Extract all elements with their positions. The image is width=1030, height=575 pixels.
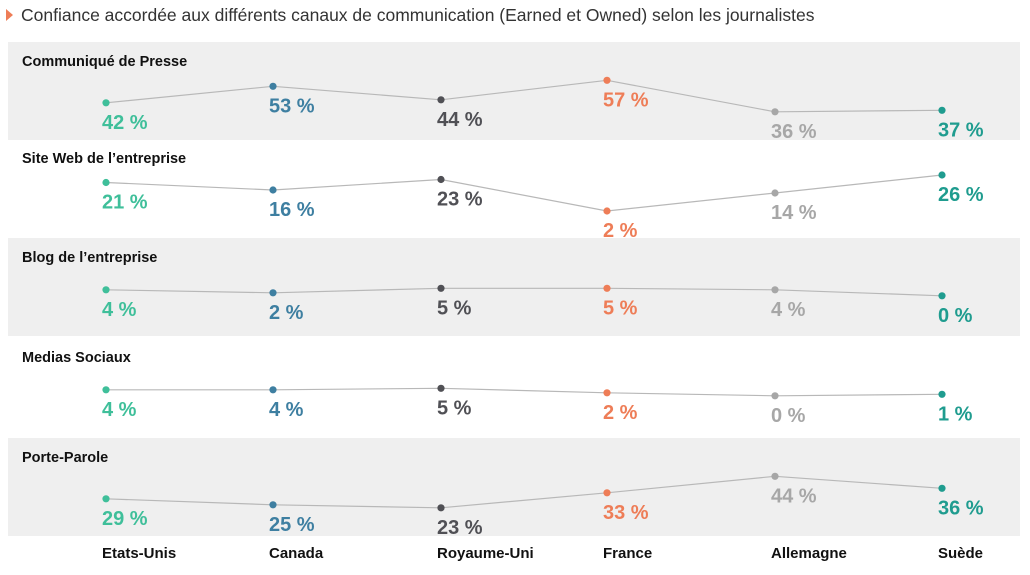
data-label: 23 % <box>437 189 483 211</box>
data-label: 1 % <box>938 403 973 425</box>
channel-row: Site Web de l’entreprise 21 % 16 % 23 % 2 % 1… <box>22 151 984 242</box>
series-line <box>105 174 943 212</box>
data-point <box>603 76 611 84</box>
data-point <box>269 186 277 194</box>
data-point <box>437 175 445 184</box>
data-label: 4 % <box>102 399 137 421</box>
data-label: 4 % <box>771 299 806 321</box>
data-label: 26 % <box>938 184 984 206</box>
row-label: Porte-Parole <box>22 450 108 466</box>
x-tick-label: Suède <box>938 545 983 562</box>
data-label: 2 % <box>269 302 304 324</box>
data-point <box>437 504 445 512</box>
data-point <box>771 472 779 480</box>
data-label: 29 % <box>102 508 148 530</box>
x-tick-label: Canada <box>269 545 324 562</box>
data-point <box>603 207 611 215</box>
data-label: 36 % <box>771 121 817 143</box>
data-label: 0 % <box>938 305 973 327</box>
data-point <box>102 178 110 187</box>
x-tick-label: Allemagne <box>771 545 847 562</box>
data-label: 37 % <box>938 119 984 141</box>
x-tick-label: Royaume-Uni <box>437 545 534 562</box>
data-label: 4 % <box>102 299 137 321</box>
chart-title: Confiance accordée aux différents canaux… <box>21 4 815 25</box>
data-point <box>603 284 611 292</box>
x-tick-label: Etats-Unis <box>102 545 176 562</box>
data-point <box>102 386 110 394</box>
data-point <box>269 501 277 509</box>
data-label: 57 % <box>603 89 649 111</box>
data-label: 21 % <box>102 192 148 214</box>
data-point <box>771 286 779 294</box>
chart-title-wrap: Confiance accordée aux différents canaux… <box>6 2 814 28</box>
data-label: 42 % <box>102 112 148 134</box>
data-point <box>269 82 277 90</box>
data-label: 2 % <box>603 402 638 424</box>
series-line <box>105 287 943 297</box>
data-label: 44 % <box>437 109 483 131</box>
row-label: Communiqué de Presse <box>22 54 187 70</box>
row-label: Blog de l’entreprise <box>22 250 157 266</box>
data-label: 14 % <box>771 202 817 224</box>
series-line <box>105 475 943 509</box>
data-point <box>938 390 946 398</box>
data-label: 53 % <box>269 95 315 117</box>
data-point <box>938 484 946 492</box>
data-label: 5 % <box>603 297 638 319</box>
data-point <box>102 99 110 107</box>
channel-row: Blog de l’entreprise 4 % 2 % 5 % 5 % 4 % 0 % <box>8 238 1020 336</box>
data-point <box>603 389 611 397</box>
data-point <box>771 189 779 197</box>
channel-row: Porte-Parole 29 % 25 % 23 % 33 % 44 % 36 % <box>8 438 1020 539</box>
data-point <box>102 286 110 294</box>
row-band <box>8 438 1020 536</box>
data-point <box>771 392 779 400</box>
data-label: 5 % <box>437 397 472 419</box>
data-point <box>437 384 445 392</box>
data-label: 2 % <box>603 220 638 242</box>
data-point <box>269 289 277 297</box>
data-label: 4 % <box>269 399 304 421</box>
row-label: Medias Sociaux <box>22 350 131 366</box>
data-label: 16 % <box>269 199 315 221</box>
data-point <box>102 495 110 503</box>
data-label: 33 % <box>603 502 649 524</box>
data-point <box>603 489 611 497</box>
series-line <box>106 387 943 397</box>
data-label: 0 % <box>771 405 806 427</box>
data-label: 25 % <box>269 514 315 536</box>
data-label: 36 % <box>938 497 984 519</box>
data-point <box>938 106 946 114</box>
data-label: 23 % <box>437 517 483 539</box>
row-band <box>8 238 1020 336</box>
data-point <box>269 386 277 394</box>
data-label: 5 % <box>437 297 472 319</box>
data-point <box>437 284 445 292</box>
data-point <box>437 96 445 104</box>
data-label: 44 % <box>771 485 817 507</box>
row-label: Site Web de l’entreprise <box>22 151 186 167</box>
data-point <box>938 171 946 179</box>
data-point <box>771 108 779 116</box>
series-line <box>105 79 943 113</box>
title-triangle-icon <box>6 9 13 21</box>
channel-row: Medias Sociaux 4 % 4 % 5 % 2 % 0 % 1 % <box>22 350 973 427</box>
x-tick-label: France <box>603 545 652 562</box>
data-point <box>938 292 946 300</box>
channel-row: Communiqué de Presse 42 % 53 % 44 % 57 % 36 %… <box>8 42 1020 143</box>
